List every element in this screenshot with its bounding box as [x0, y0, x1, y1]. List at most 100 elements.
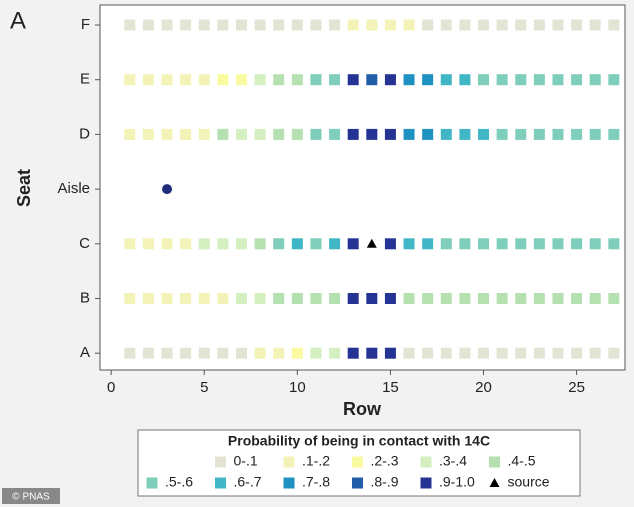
- cell: [198, 19, 210, 31]
- cell: [235, 74, 247, 86]
- cell: [347, 19, 359, 31]
- y-tick-label: A: [80, 344, 90, 361]
- cell: [403, 293, 415, 304]
- cell: [217, 238, 229, 250]
- x-tick-label: 5: [200, 379, 208, 396]
- cell: [422, 293, 434, 304]
- legend-label: .2-.3: [371, 453, 399, 469]
- cell: [347, 74, 359, 86]
- cell: [552, 19, 564, 31]
- cell: [440, 347, 452, 359]
- cell: [496, 128, 508, 140]
- cell: [533, 238, 545, 250]
- cell: [459, 128, 471, 140]
- cell: [515, 74, 527, 86]
- cell: [515, 19, 527, 31]
- cell: [142, 74, 154, 86]
- cell: [124, 128, 136, 140]
- legend-label: .8-.9: [371, 474, 399, 490]
- cell: [440, 74, 452, 86]
- cell: [459, 293, 471, 304]
- cell: [589, 293, 601, 304]
- cell: [329, 19, 341, 31]
- cell: [347, 347, 359, 359]
- legend-swatch: [283, 456, 295, 468]
- cell: [478, 293, 490, 304]
- cell: [478, 19, 490, 31]
- cell: [515, 347, 527, 359]
- cell: [515, 238, 527, 250]
- cell: [273, 293, 285, 304]
- cell: [384, 74, 396, 86]
- cell: [459, 74, 471, 86]
- cell: [403, 128, 415, 140]
- cell: [254, 293, 266, 304]
- cell: [533, 293, 545, 304]
- cell: [589, 238, 601, 250]
- cell: [533, 347, 545, 359]
- cell: [217, 19, 229, 31]
- cell: [329, 128, 341, 140]
- cell: [552, 238, 564, 250]
- cell: [329, 238, 341, 250]
- credit: © PNAS: [12, 492, 50, 503]
- cell: [478, 347, 490, 359]
- cell: [124, 74, 136, 86]
- cell: [142, 128, 154, 140]
- cell: [291, 293, 303, 304]
- cell: [217, 293, 229, 304]
- cell: [422, 238, 434, 250]
- cell: [217, 347, 229, 359]
- legend-label: .9-1.0: [439, 474, 475, 490]
- cell: [310, 19, 322, 31]
- plot-area: [99, 4, 626, 371]
- cell: [142, 238, 154, 250]
- x-tick-label: 25: [568, 379, 585, 396]
- cell: [496, 238, 508, 250]
- cell: [124, 19, 136, 31]
- cell: [608, 238, 620, 250]
- legend-swatch: [215, 477, 226, 489]
- x-tick-label: 20: [475, 379, 492, 396]
- legend-swatch: [489, 478, 500, 487]
- cell: [254, 74, 266, 86]
- cell: [478, 128, 490, 140]
- panel-label: A: [10, 7, 26, 34]
- cell: [440, 128, 452, 140]
- x-axis-title: Row: [343, 399, 382, 419]
- cell: [310, 238, 322, 250]
- cell: [608, 347, 620, 359]
- cell: [161, 19, 173, 31]
- legend-label: .7-.8: [302, 474, 330, 490]
- cell: [291, 74, 303, 86]
- cell: [403, 74, 415, 86]
- cell: [161, 74, 173, 86]
- cell: [235, 293, 247, 304]
- cell: [571, 74, 583, 86]
- legend-swatch: [215, 456, 226, 468]
- cell: [533, 74, 545, 86]
- cell: [273, 238, 285, 250]
- cell: [496, 293, 508, 304]
- cell: [552, 128, 564, 140]
- cell: [235, 347, 247, 359]
- cell: [422, 74, 434, 86]
- cell: [496, 19, 508, 31]
- cell: [254, 238, 266, 250]
- legend-label: .1-.2: [302, 453, 330, 469]
- cell: [422, 347, 434, 359]
- y-tick-label: D: [79, 125, 90, 142]
- cell: [198, 128, 210, 140]
- cell: [273, 128, 285, 140]
- legend-swatch: [352, 477, 363, 489]
- credit-box: [2, 488, 60, 504]
- cell: [161, 293, 173, 304]
- cell: [552, 74, 564, 86]
- cell: [515, 293, 527, 304]
- cell: [571, 347, 583, 359]
- cell: [124, 238, 136, 250]
- cell: [329, 293, 341, 304]
- y-tick-label: Aisle: [57, 180, 90, 197]
- cell: [403, 238, 415, 250]
